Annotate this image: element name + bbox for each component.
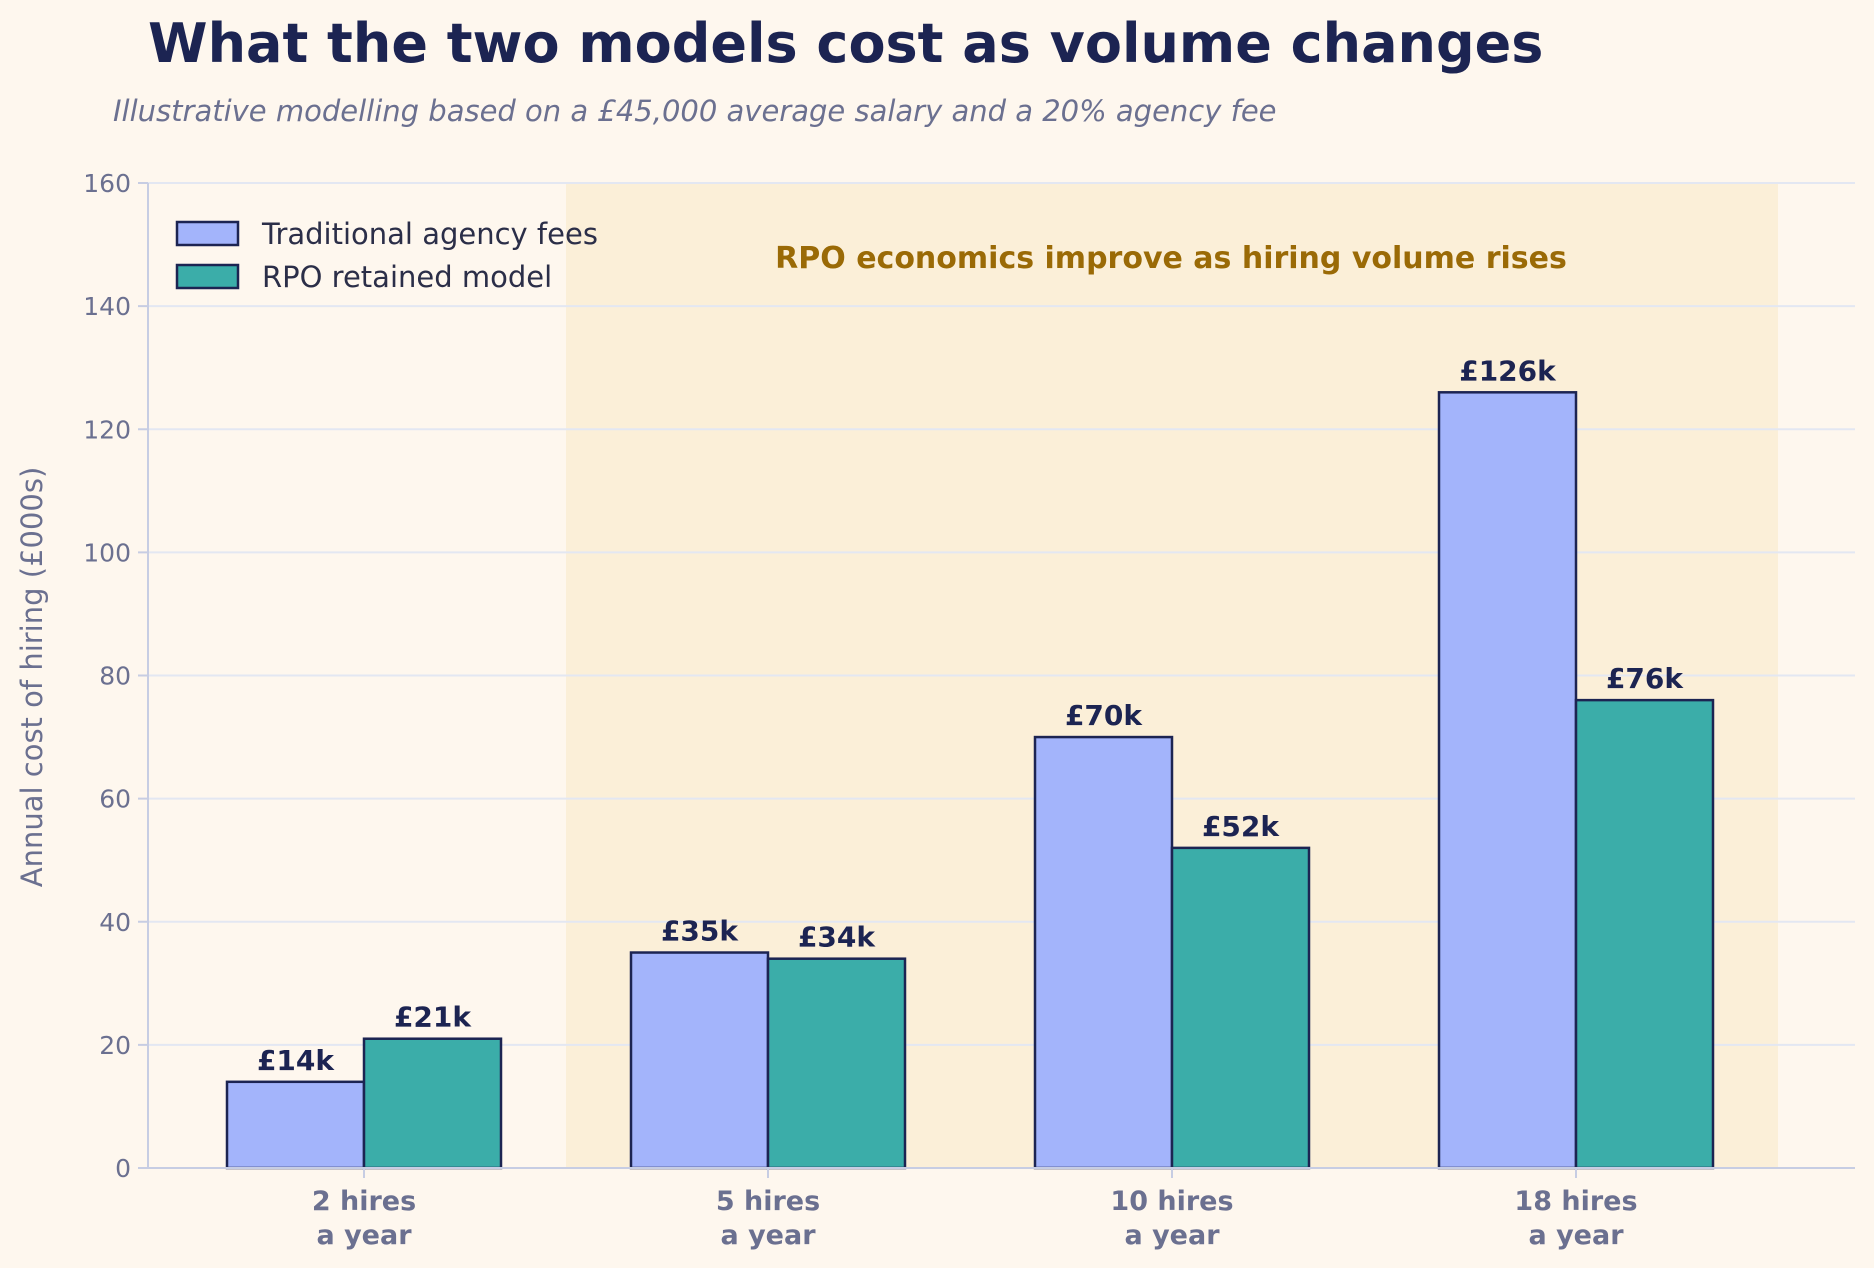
bar-rpo-2 [1170,846,1311,1170]
chart-subtitle: Illustrative modelling based on a £45,00… [113,94,1277,128]
data-label-traditional-0: £14k [257,1044,335,1077]
legend: Traditional agency fees RPO retained mod… [175,217,598,294]
x-tick-label-3-1: a year [1528,1220,1624,1251]
bar-traditional-1 [629,951,770,1170]
x-tick-label-3-0: 18 hires [1514,1186,1637,1217]
data-label-traditional-2: £70k [1065,699,1143,732]
y-tick-label-100: 100 [83,538,131,567]
bar-rpo-3 [1574,698,1715,1170]
chart-title: What the two models cost as volume chang… [148,12,1543,75]
data-labels: £14k £35k £70k £126k £21k £34k £52k £76k [257,354,1684,1077]
y-tick-label-160: 160 [83,169,131,198]
bar-rpo-1 [766,957,907,1170]
data-label-traditional-1: £35k [661,915,739,948]
y-tick-label-60: 60 [99,785,131,814]
legend-swatch-rpo [175,263,240,290]
bar-traditional-3 [1437,391,1578,1170]
data-label-rpo-3: £76k [1606,662,1684,695]
data-label-rpo-1: £34k [798,921,876,954]
x-tick-label-1-1: a year [720,1220,816,1251]
x-tick-label-2-1: a year [1124,1220,1220,1251]
x-tick-label-0-1: a year [316,1220,412,1251]
data-label-rpo-2: £52k [1202,810,1280,843]
bars [225,391,1715,1170]
data-label-rpo-0: £21k [394,1001,472,1034]
y-tick-label-0: 0 [115,1154,131,1183]
y-tick-label-140: 140 [83,292,131,321]
y-tick-label-20: 20 [99,1031,131,1060]
legend-label-rpo: RPO retained model [262,260,552,294]
y-tick-label-120: 120 [83,415,131,444]
y-tick-label-80: 80 [99,662,131,691]
data-label-traditional-3: £126k [1459,354,1557,387]
y-axis-label: Annual cost of hiring (£000s) [15,467,49,888]
x-tick-label-2-0: 10 hires [1110,1186,1233,1217]
x-tick-label-0-0: 2 hires [312,1186,416,1217]
legend-label-traditional: Traditional agency fees [261,217,598,251]
highlight-annotation: RPO economics improve as hiring volume r… [775,241,1567,276]
legend-swatch-traditional [175,220,240,247]
bar-rpo-0 [362,1037,503,1170]
x-tick-label-1-0: 5 hires [716,1186,820,1217]
bar-traditional-2 [1033,735,1174,1170]
y-tick-label-40: 40 [99,908,131,937]
bar-traditional-0 [225,1080,366,1170]
